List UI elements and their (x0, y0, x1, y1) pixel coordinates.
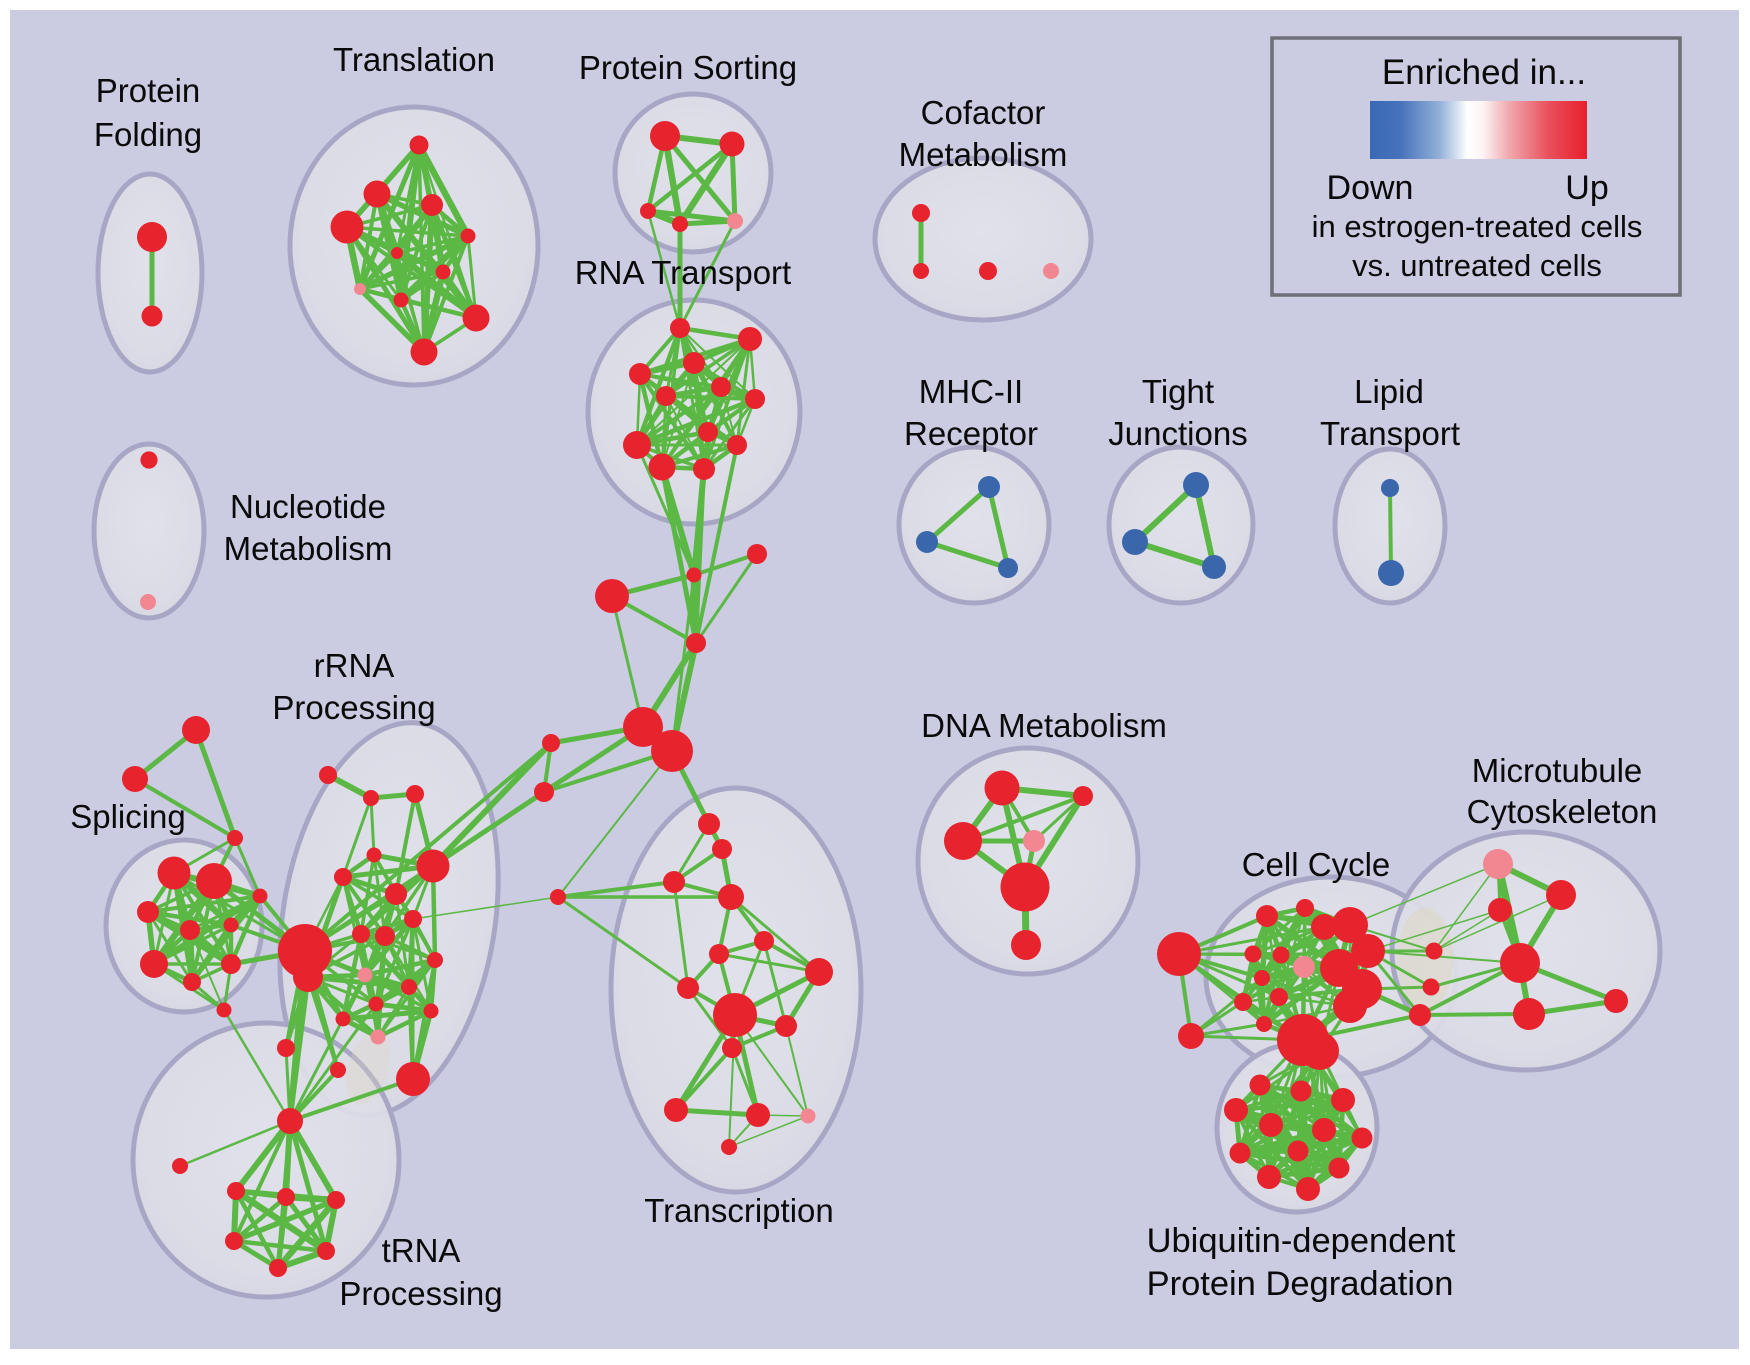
svg-text:rRNA: rRNA (314, 647, 395, 684)
svg-text:RNA Transport: RNA Transport (575, 254, 791, 291)
svg-text:Protein Sorting: Protein Sorting (579, 49, 797, 86)
svg-text:tRNA: tRNA (382, 1232, 461, 1269)
svg-text:Splicing: Splicing (70, 798, 186, 835)
svg-text:Microtubule: Microtubule (1472, 752, 1643, 789)
svg-text:MHC-II: MHC-II (919, 373, 1023, 410)
svg-text:Junctions: Junctions (1108, 415, 1247, 452)
svg-text:Enriched in...: Enriched in... (1382, 53, 1586, 92)
svg-text:Cytoskeleton: Cytoskeleton (1467, 793, 1658, 830)
svg-text:Protein: Protein (96, 72, 201, 109)
svg-text:Transcription: Transcription (644, 1192, 834, 1229)
svg-text:Cell Cycle: Cell Cycle (1242, 846, 1391, 883)
svg-text:Processing: Processing (272, 689, 435, 726)
svg-text:Tight: Tight (1142, 373, 1214, 410)
svg-text:Folding: Folding (94, 116, 202, 153)
svg-text:Receptor: Receptor (904, 415, 1038, 452)
svg-text:Up: Up (1565, 169, 1608, 207)
svg-text:Nucleotide: Nucleotide (230, 488, 386, 525)
svg-text:Metabolism: Metabolism (224, 530, 393, 567)
svg-text:Translation: Translation (333, 41, 495, 78)
svg-text:in estrogen-treated cells: in estrogen-treated cells (1312, 209, 1643, 244)
svg-text:Cofactor: Cofactor (921, 94, 1046, 131)
svg-text:Ubiquitin-dependent: Ubiquitin-dependent (1147, 1222, 1456, 1260)
svg-text:Protein Degradation: Protein Degradation (1147, 1265, 1454, 1303)
svg-text:Processing: Processing (339, 1275, 502, 1312)
svg-text:Down: Down (1327, 169, 1414, 207)
svg-text:DNA Metabolism: DNA Metabolism (921, 707, 1167, 744)
svg-text:vs. untreated cells: vs. untreated cells (1352, 248, 1602, 283)
svg-text:Lipid: Lipid (1354, 373, 1424, 410)
svg-text:Transport: Transport (1320, 415, 1460, 452)
svg-text:Metabolism: Metabolism (899, 136, 1068, 173)
